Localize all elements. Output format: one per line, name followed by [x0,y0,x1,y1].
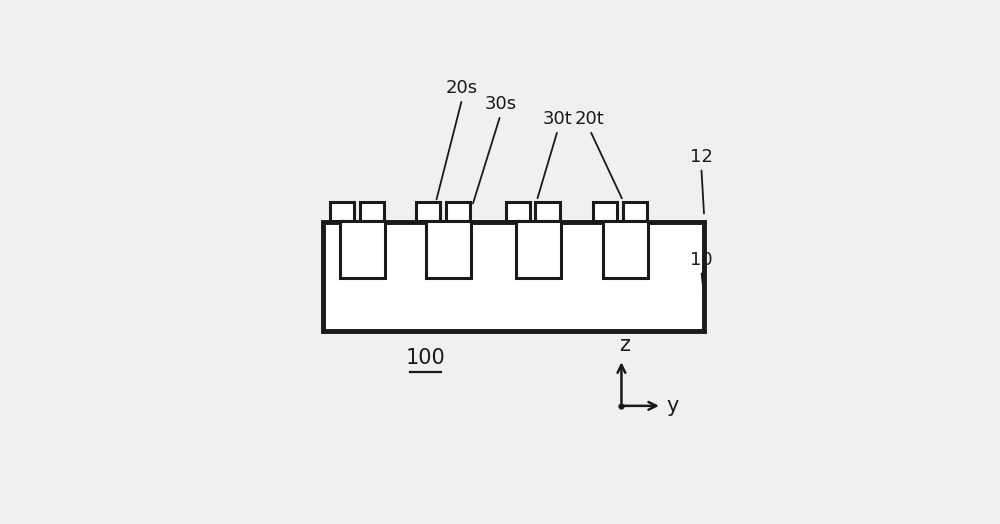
Bar [340,221,385,278]
Bar [535,202,560,221]
Bar [506,202,530,221]
Text: z: z [619,335,630,355]
Bar [323,222,704,331]
Bar [416,202,440,221]
Text: 12: 12 [690,148,713,166]
Bar [623,202,647,221]
Text: 20s: 20s [446,79,478,97]
Bar [603,221,648,278]
Bar [360,202,384,221]
Bar [426,221,471,278]
Bar [330,202,354,221]
Text: 10: 10 [690,250,713,269]
Text: 20t: 20t [575,110,605,128]
Bar [446,202,470,221]
Text: 100: 100 [406,347,446,367]
Text: 30t: 30t [543,110,573,128]
Text: y: y [667,396,679,416]
Bar [516,221,561,278]
Text: 30s: 30s [484,95,516,113]
Bar [593,202,617,221]
